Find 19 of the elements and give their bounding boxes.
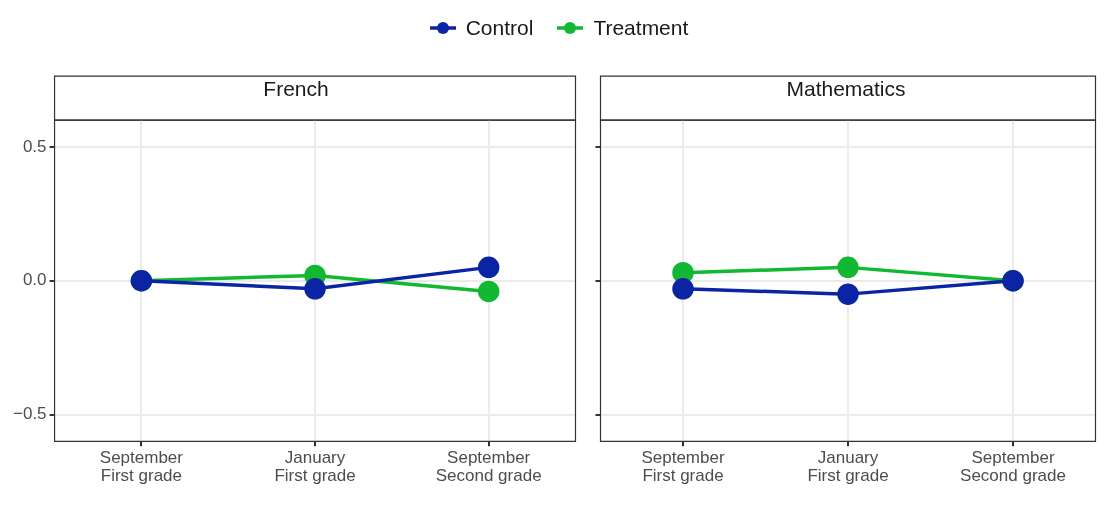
chart-title: Mathematics xyxy=(786,77,906,101)
chart-title: French xyxy=(263,77,329,101)
x-tick-label: September First grade xyxy=(99,447,184,485)
y-tick-label: 0.5 xyxy=(22,136,47,156)
y-tick-label: −0.5 xyxy=(13,404,47,424)
legend-label: Control xyxy=(465,16,534,40)
y-tick-label: 0.0 xyxy=(22,270,47,290)
x-tick-label: January First grade xyxy=(274,447,356,485)
x-tick-label: September First grade xyxy=(641,447,725,485)
point xyxy=(837,283,859,305)
point xyxy=(477,280,500,303)
point xyxy=(304,278,326,300)
point xyxy=(672,278,694,300)
legend-label: Treatment xyxy=(593,16,689,40)
x-tick-label: January First grade xyxy=(807,447,889,485)
point xyxy=(477,256,500,279)
x-tick-label: September Second grade xyxy=(435,447,542,485)
x-tick-label: September Second grade xyxy=(960,447,1066,485)
point xyxy=(837,256,859,279)
